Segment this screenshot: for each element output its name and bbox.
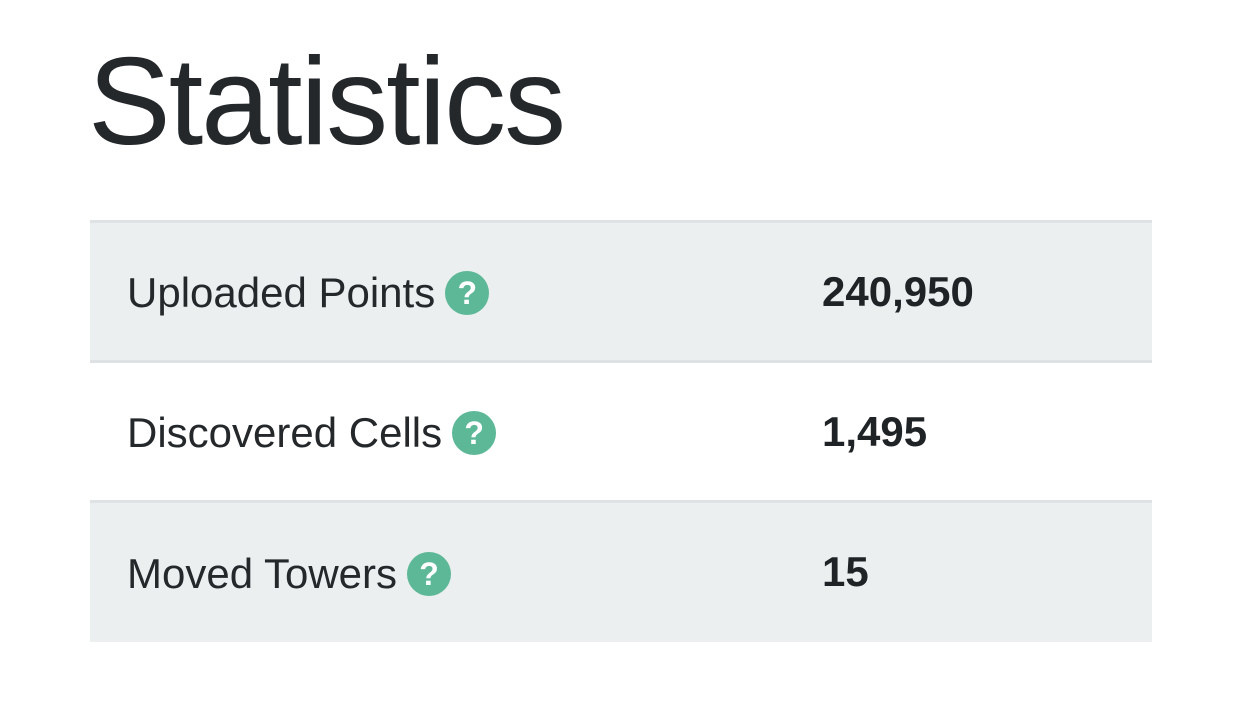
stat-label: Uploaded Points bbox=[127, 268, 436, 316]
statistics-table-body: Uploaded Points? 240,950 Discovered Cell… bbox=[90, 221, 1152, 642]
stat-label-cell: Moved Towers? bbox=[90, 502, 822, 642]
stat-value: 1,495 bbox=[822, 407, 928, 455]
question-icon[interactable]: ? bbox=[407, 551, 452, 596]
question-icon[interactable]: ? bbox=[445, 270, 490, 315]
stat-label-cell: Discovered Cells? bbox=[90, 362, 822, 502]
stat-label: Discovered Cells bbox=[127, 408, 443, 456]
stat-label-cell: Uploaded Points? bbox=[90, 222, 822, 362]
question-icon[interactable]: ? bbox=[452, 410, 497, 455]
stat-row-uploaded-points: Uploaded Points? 240,950 bbox=[90, 221, 1152, 362]
stat-row-discovered-cells: Discovered Cells? 1,495 bbox=[90, 361, 1152, 502]
stat-row-moved-towers: Moved Towers? 15 bbox=[90, 501, 1152, 642]
stat-value: 240,950 bbox=[822, 267, 974, 315]
page-title: Statistics bbox=[88, 33, 566, 171]
stat-label: Moved Towers bbox=[127, 549, 398, 597]
statistics-table: Uploaded Points? 240,950 Discovered Cell… bbox=[90, 220, 1152, 642]
stat-value: 15 bbox=[822, 548, 869, 596]
